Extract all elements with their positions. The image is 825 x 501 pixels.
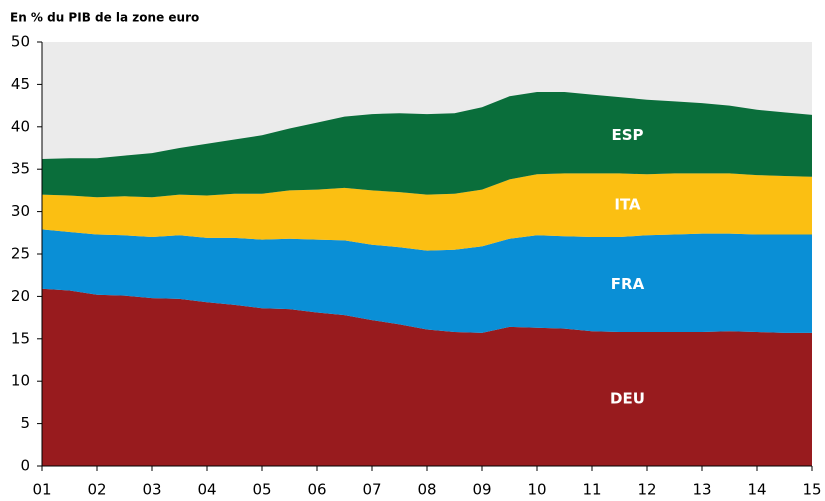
y-tick-label: 0: [20, 457, 30, 475]
area: [42, 229, 812, 333]
area-label: ITA: [614, 196, 641, 214]
y-tick-label: 40: [11, 117, 30, 135]
x-tick-label: 07: [362, 481, 381, 499]
x-tick-label: 11: [582, 481, 601, 499]
area: [42, 92, 812, 198]
y-tick-label: 5: [20, 414, 30, 432]
x-tick-label: 13: [692, 481, 711, 499]
y-tick-label: 15: [11, 329, 30, 347]
area-label: FRA: [611, 275, 645, 293]
x-tick-label: 04: [197, 481, 216, 499]
y-tick-label: 25: [11, 245, 30, 263]
x-tick-label: 14: [747, 481, 766, 499]
area: [42, 288, 812, 466]
chart-title: En % du PIB de la zone euro: [10, 11, 199, 25]
y-tick-label: 45: [11, 75, 30, 93]
x-tick-label: 10: [527, 481, 546, 499]
y-tick-label: 10: [11, 372, 30, 390]
y-tick-label: 20: [11, 287, 30, 305]
x-tick-label: 01: [32, 481, 51, 499]
area-label: ESP: [611, 126, 643, 144]
x-tick-label: 15: [802, 481, 821, 499]
x-tick-label: 03: [142, 481, 161, 499]
x-tick-label: 06: [307, 481, 326, 499]
x-tick-label: 02: [87, 481, 106, 499]
x-tick-label: 09: [472, 481, 491, 499]
y-tick-label: 30: [11, 202, 30, 220]
area: [42, 173, 812, 251]
y-tick-label: 35: [11, 160, 30, 178]
area-label: DEU: [610, 390, 645, 408]
x-tick-label: 08: [417, 481, 436, 499]
x-tick-label: 05: [252, 481, 271, 499]
x-tick-label: 12: [637, 481, 656, 499]
y-tick-label: 50: [11, 33, 30, 51]
